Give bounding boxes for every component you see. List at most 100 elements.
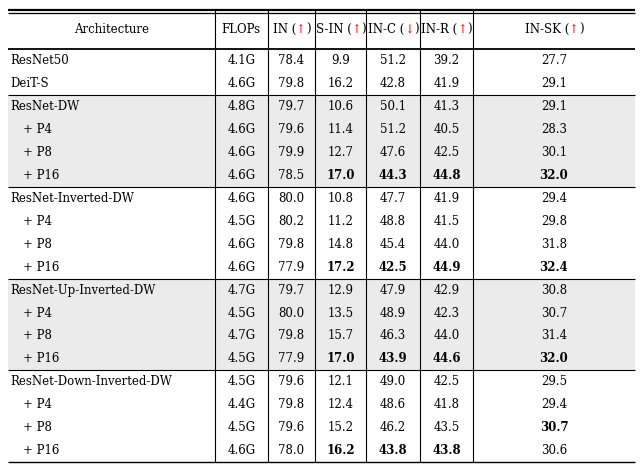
Text: ResNet50: ResNet50: [11, 54, 70, 67]
Text: 44.8: 44.8: [432, 168, 461, 182]
Text: 79.7: 79.7: [278, 100, 305, 113]
Text: 45.4: 45.4: [380, 238, 406, 250]
Text: 17.0: 17.0: [326, 168, 355, 182]
Text: 29.1: 29.1: [541, 77, 567, 90]
Text: 46.2: 46.2: [380, 421, 406, 434]
Text: 79.9: 79.9: [278, 146, 305, 159]
Text: 15.7: 15.7: [328, 329, 354, 343]
Text: ): ): [414, 23, 419, 36]
Text: 79.8: 79.8: [278, 398, 305, 411]
Text: 16.2: 16.2: [326, 445, 355, 457]
Text: + P4: + P4: [24, 215, 52, 227]
Text: 32.0: 32.0: [540, 352, 568, 366]
Text: 4.5G: 4.5G: [227, 352, 255, 366]
Text: 4.5G: 4.5G: [227, 307, 255, 320]
Text: 41.8: 41.8: [433, 398, 460, 411]
Text: 27.7: 27.7: [541, 54, 567, 67]
Text: 43.9: 43.9: [379, 352, 408, 366]
Text: 41.9: 41.9: [433, 191, 460, 205]
Bar: [8, 95, 635, 187]
Text: 4.6G: 4.6G: [227, 123, 255, 136]
Text: 79.6: 79.6: [278, 123, 305, 136]
Text: 79.8: 79.8: [278, 238, 305, 250]
Text: 31.4: 31.4: [541, 329, 567, 343]
Text: 4.7G: 4.7G: [227, 284, 255, 297]
Text: 51.2: 51.2: [380, 123, 406, 136]
Text: 44.9: 44.9: [432, 261, 461, 273]
Text: ↑: ↑: [351, 23, 362, 36]
Text: 79.6: 79.6: [278, 421, 305, 434]
Text: 80.2: 80.2: [278, 215, 305, 227]
Text: 43.8: 43.8: [432, 445, 461, 457]
Text: ): ): [467, 23, 472, 36]
Text: 4.1G: 4.1G: [227, 54, 255, 67]
Text: 30.7: 30.7: [540, 421, 568, 434]
Text: 32.0: 32.0: [540, 168, 568, 182]
Text: ResNet-Up-Inverted-DW: ResNet-Up-Inverted-DW: [11, 284, 156, 297]
Text: 47.6: 47.6: [380, 146, 406, 159]
Text: 4.5G: 4.5G: [227, 375, 255, 388]
Text: ): ): [306, 23, 310, 36]
Text: 10.6: 10.6: [328, 100, 354, 113]
Text: 10.8: 10.8: [328, 191, 354, 205]
Text: ↑: ↑: [569, 23, 579, 36]
Text: + P4: + P4: [24, 123, 52, 136]
Text: 4.6G: 4.6G: [227, 146, 255, 159]
Text: 12.1: 12.1: [328, 375, 354, 388]
Text: 79.7: 79.7: [278, 284, 305, 297]
Text: 4.6G: 4.6G: [227, 168, 255, 182]
Text: 48.9: 48.9: [380, 307, 406, 320]
Text: 42.5: 42.5: [433, 146, 460, 159]
Text: 30.8: 30.8: [541, 284, 567, 297]
Text: 31.8: 31.8: [541, 238, 567, 250]
Text: 14.8: 14.8: [328, 238, 354, 250]
Text: 39.2: 39.2: [433, 54, 460, 67]
Text: 43.5: 43.5: [433, 421, 460, 434]
Text: + P8: + P8: [24, 329, 52, 343]
Text: 29.4: 29.4: [541, 398, 567, 411]
Text: 48.8: 48.8: [380, 215, 406, 227]
Text: 78.5: 78.5: [278, 168, 305, 182]
Text: 43.8: 43.8: [379, 445, 408, 457]
Text: + P16: + P16: [24, 261, 60, 273]
Text: 42.5: 42.5: [379, 261, 408, 273]
Text: 11.4: 11.4: [328, 123, 354, 136]
Text: 42.9: 42.9: [433, 284, 460, 297]
Text: ResNet-DW: ResNet-DW: [11, 100, 80, 113]
Text: + P4: + P4: [24, 398, 52, 411]
Text: 4.5G: 4.5G: [227, 421, 255, 434]
Text: + P8: + P8: [24, 146, 52, 159]
Text: + P8: + P8: [24, 421, 52, 434]
Text: ↓: ↓: [404, 23, 414, 36]
Text: 4.6G: 4.6G: [227, 191, 255, 205]
Text: 77.9: 77.9: [278, 352, 305, 366]
Text: 50.1: 50.1: [380, 100, 406, 113]
Text: 32.4: 32.4: [540, 261, 568, 273]
Text: 29.5: 29.5: [541, 375, 567, 388]
Text: 44.0: 44.0: [433, 238, 460, 250]
Text: 12.9: 12.9: [328, 284, 354, 297]
Text: 17.2: 17.2: [326, 261, 355, 273]
Bar: [8, 278, 635, 371]
Text: 4.6G: 4.6G: [227, 238, 255, 250]
Text: ResNet-Down-Inverted-DW: ResNet-Down-Inverted-DW: [11, 375, 173, 388]
Text: IN-R (: IN-R (: [421, 23, 458, 36]
Text: Architecture: Architecture: [74, 23, 148, 36]
Text: 4.5G: 4.5G: [227, 215, 255, 227]
Text: 29.4: 29.4: [541, 191, 567, 205]
Text: 79.8: 79.8: [278, 77, 305, 90]
Text: 44.3: 44.3: [379, 168, 408, 182]
Text: 4.6G: 4.6G: [227, 77, 255, 90]
Text: 11.2: 11.2: [328, 215, 354, 227]
Text: ↑: ↑: [458, 23, 467, 36]
Text: 80.0: 80.0: [278, 307, 305, 320]
Text: 79.8: 79.8: [278, 329, 305, 343]
Text: 44.6: 44.6: [432, 352, 461, 366]
Text: 44.0: 44.0: [433, 329, 460, 343]
Text: 28.3: 28.3: [541, 123, 567, 136]
Text: ): ): [579, 23, 584, 36]
Text: 49.0: 49.0: [380, 375, 406, 388]
Text: DeiT-S: DeiT-S: [11, 77, 49, 90]
Text: 4.8G: 4.8G: [227, 100, 255, 113]
Text: + P16: + P16: [24, 168, 60, 182]
